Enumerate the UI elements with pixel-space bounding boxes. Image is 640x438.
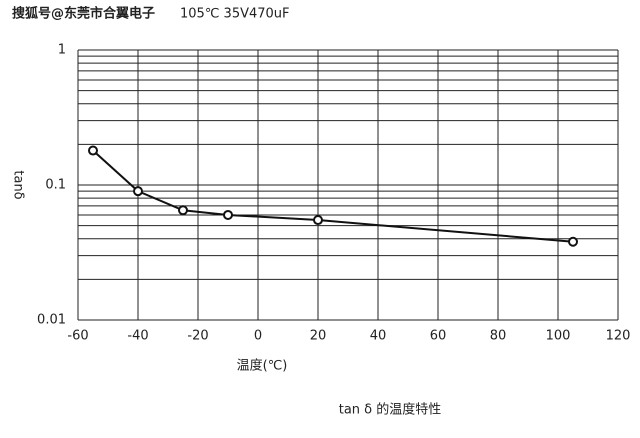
x-tick-label: 80: [490, 329, 507, 344]
x-tick-label: -40: [127, 329, 148, 344]
x-tick-label: 20: [310, 329, 327, 344]
x-tick-label: -20: [187, 329, 208, 344]
data-point: [133, 186, 143, 197]
x-tick-label: 0: [254, 329, 262, 344]
data-point: [223, 209, 233, 220]
data-point: [568, 236, 578, 247]
y-tick-label: 1: [58, 43, 66, 58]
x-tick-label: 100: [546, 329, 571, 344]
chart-title: 105℃ 35V470uF: [180, 7, 290, 22]
data-point: [313, 215, 323, 226]
y-axis-label: tanδ: [11, 170, 26, 199]
data-point: [88, 145, 98, 156]
watermark: 搜狐号@东莞市合翼电子: [12, 6, 155, 22]
x-tick-label: 120: [606, 329, 631, 344]
data-point: [178, 205, 188, 216]
x-tick-label: 40: [370, 329, 387, 344]
x-tick-label: 60: [430, 329, 447, 344]
caption: tan δ 的温度特性: [339, 402, 442, 418]
x-tick-label: -60: [67, 329, 88, 344]
y-tick-label: 0.01: [37, 313, 66, 328]
y-tick-label: 0.1: [45, 178, 66, 193]
data-line: [92, 149, 574, 243]
x-axis-label: 温度(℃): [237, 358, 288, 374]
